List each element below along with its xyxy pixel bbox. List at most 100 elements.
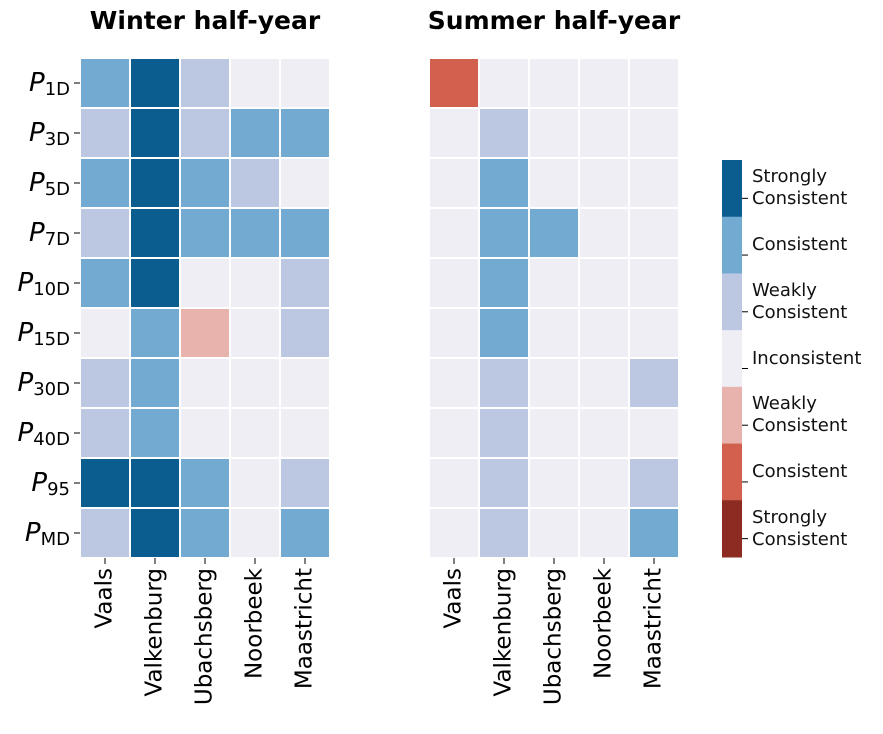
heatmap-cell	[528, 507, 580, 559]
heatmap-cell	[279, 107, 331, 159]
heatmap-cell	[279, 507, 331, 559]
heatmap-cell	[478, 307, 530, 359]
x-tick-label: Maastricht	[641, 568, 667, 689]
y-tick-label: P10D	[18, 268, 70, 301]
row-subscript: 30D	[33, 379, 70, 400]
heatmap-cell	[79, 457, 131, 509]
row-symbol: P	[29, 218, 45, 248]
heatmap-cell	[628, 107, 680, 159]
row-subscript: 40D	[33, 429, 70, 450]
y-tick-label: P3D	[29, 118, 70, 151]
colorbar-segment	[722, 273, 742, 331]
heatmap-cell	[428, 357, 480, 409]
heatmap-cell	[229, 407, 281, 459]
heatmap-cell	[229, 157, 281, 209]
heatmap-cell	[179, 257, 231, 309]
colorbar-label: Weakly Consistent	[752, 279, 848, 323]
x-tick-label: Valkenburg	[491, 568, 517, 697]
row-subscript: 95	[47, 479, 70, 500]
heatmap-cell	[578, 57, 630, 109]
row-subscript: 3D	[45, 129, 70, 150]
heatmap-cell	[229, 507, 281, 559]
heatmap-cell	[229, 57, 281, 109]
heatmap-cell	[478, 457, 530, 509]
heatmap-cell	[279, 357, 331, 409]
row-symbol: P	[29, 118, 45, 148]
heatmap-cell	[628, 357, 680, 409]
heatmap-cell	[279, 457, 331, 509]
heatmap-cell	[528, 57, 580, 109]
heatmap-cell	[528, 407, 580, 459]
colorbar-segment	[722, 160, 742, 218]
x-tick-label: Noorbeek	[242, 567, 268, 679]
y-tick-label: PMD	[25, 518, 70, 551]
colorbar-segment	[722, 386, 742, 445]
heatmap-cell	[528, 157, 580, 209]
colorbar-label: Strongly Consistent	[752, 166, 848, 210]
colorbar-segment	[722, 216, 742, 274]
heatmap-cell	[279, 307, 331, 359]
heatmap-cell	[179, 207, 231, 259]
heatmap-cell	[478, 357, 530, 409]
heatmap-cell	[229, 107, 281, 159]
heatmap-cell	[279, 57, 331, 109]
panel-title: Winter half-year	[90, 6, 321, 35]
heatmap-cell	[528, 307, 580, 359]
heatmap-cell	[478, 157, 530, 209]
heatmap-cell	[79, 507, 131, 559]
row-symbol: P	[29, 168, 45, 198]
row-symbol: P	[31, 468, 47, 498]
x-tick-label: Ubachsberg	[192, 568, 218, 705]
heatmap-cell	[478, 107, 530, 159]
heatmap-cell	[129, 507, 181, 559]
heatmap-cell	[129, 207, 181, 259]
heatmap-cell	[79, 57, 131, 109]
heatmap-cell	[79, 157, 131, 209]
heatmap-cell	[179, 57, 231, 109]
heatmap-cell	[428, 407, 480, 459]
row-subscript: 15D	[33, 329, 70, 350]
heatmap-cell	[79, 257, 131, 309]
x-tick-label: Noorbeek	[591, 567, 617, 679]
row-symbol: P	[18, 268, 34, 298]
heatmap-cell	[578, 257, 630, 309]
heatmap-cell	[528, 207, 580, 259]
heatmap-cell	[478, 507, 530, 559]
row-subscript: 7D	[45, 229, 70, 250]
heatmap-cell	[478, 57, 530, 109]
heatmap-cell	[428, 457, 480, 509]
y-tick-label: P95	[31, 468, 70, 501]
heatmap-cell	[428, 57, 480, 109]
heatmap-cell	[528, 357, 580, 409]
heatmap-cell	[578, 107, 630, 159]
heatmap-cell	[628, 407, 680, 459]
heatmap-cell	[428, 257, 480, 309]
heatmap-cell	[428, 157, 480, 209]
row-subscript: 1D	[45, 79, 70, 100]
panel-title: Summer half-year	[428, 6, 681, 35]
heatmap-cell	[279, 407, 331, 459]
row-subscript: MD	[41, 529, 70, 550]
heatmap-cell	[129, 407, 181, 459]
heatmap-cell	[578, 457, 630, 509]
heatmap-cell	[628, 457, 680, 509]
heatmap-cell	[79, 307, 131, 359]
heatmap-cell	[528, 257, 580, 309]
heatmap-cell	[578, 357, 630, 409]
heatmap-cell	[628, 307, 680, 359]
row-symbol: P	[25, 518, 41, 548]
heatmap-cell	[628, 157, 680, 209]
x-tick-label: Vaals	[92, 568, 118, 629]
heatmap-cell	[478, 257, 530, 309]
heatmap-cell	[628, 207, 680, 259]
heatmap-cell	[129, 107, 181, 159]
heatmap-cell	[428, 507, 480, 559]
heatmap-cell	[229, 357, 281, 409]
row-symbol: P	[18, 318, 34, 348]
colorbar-segment	[722, 330, 742, 388]
heatmap-cell	[578, 207, 630, 259]
y-tick-label: P1D	[29, 68, 70, 101]
colorbar-segment	[722, 443, 742, 501]
colorbar-label: Weakly Consistent	[752, 393, 848, 437]
